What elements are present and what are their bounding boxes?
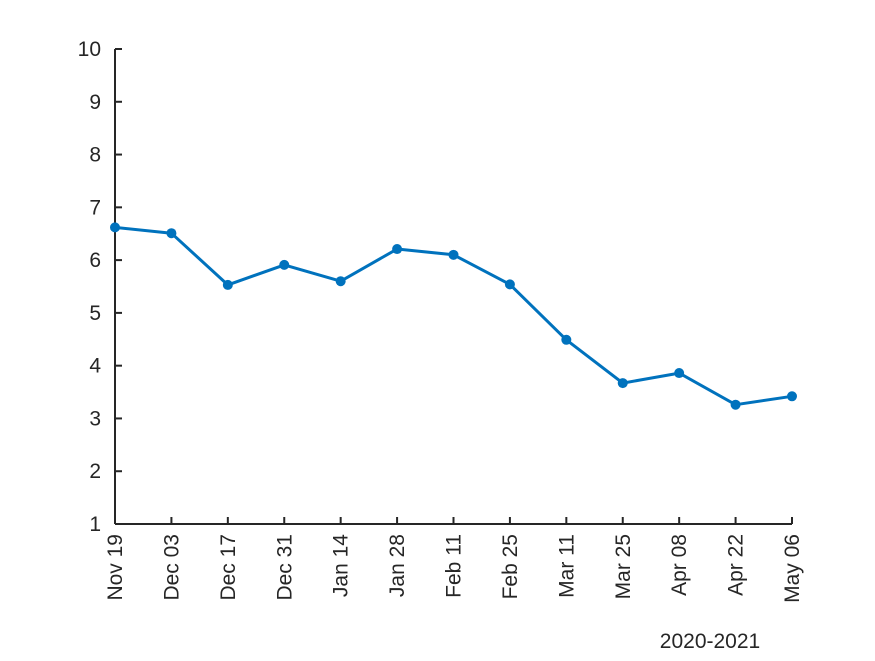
y-axis-ticks: 1 2 3 4 5 6 7 8 9 10 — [78, 38, 122, 536]
x-axis-secondary-label: 2020-2021 — [660, 630, 760, 653]
data-point — [166, 228, 177, 239]
y-tick-label: 5 — [89, 302, 101, 325]
data-point — [222, 279, 233, 290]
data-point — [504, 279, 515, 290]
data-point — [674, 368, 685, 379]
y-tick-label: 10 — [78, 38, 101, 61]
series-layer — [110, 222, 797, 410]
y-tick-label: 1 — [89, 513, 101, 536]
x-tick-label: Apr 22 — [725, 534, 748, 596]
x-tick-label: Dec 31 — [273, 534, 296, 601]
y-tick-label: 8 — [89, 144, 101, 167]
x-tick-label: Mar 25 — [612, 534, 635, 599]
x-tick-label: Jan 28 — [386, 534, 409, 597]
data-point — [335, 276, 346, 287]
data-point — [561, 334, 572, 345]
data-point — [448, 249, 459, 260]
data-point — [730, 399, 741, 410]
y-tick-label: 3 — [89, 407, 101, 430]
data-point — [392, 244, 403, 255]
x-tick-label: Jan 14 — [330, 534, 353, 597]
y-tick-label: 7 — [89, 196, 101, 219]
y-tick-label: 2 — [89, 460, 101, 483]
data-point — [279, 259, 290, 270]
x-tick-label: May 06 — [781, 534, 804, 603]
x-tick-label: Dec 03 — [160, 534, 183, 601]
x-axis-ticks: Nov 19 Dec 03 Dec 17 Dec 31 Jan 14 Jan 28 Feb … — [104, 517, 804, 603]
data-point — [787, 391, 797, 402]
x-tick-label: Feb 25 — [499, 534, 522, 599]
data-point — [617, 378, 628, 389]
data-point — [110, 222, 120, 233]
x-tick-label: Mar 11 — [555, 534, 578, 598]
y-tick-label: 9 — [89, 91, 101, 114]
x-tick-label: Feb 11 — [443, 534, 466, 598]
axes — [114, 49, 792, 525]
x-tick-label: Nov 19 — [104, 534, 127, 601]
x-tick-label: Dec 17 — [217, 534, 240, 601]
y-tick-label: 4 — [89, 355, 101, 378]
y-tick-label: 6 — [89, 249, 101, 272]
x-tick-label: Apr 08 — [668, 534, 691, 596]
